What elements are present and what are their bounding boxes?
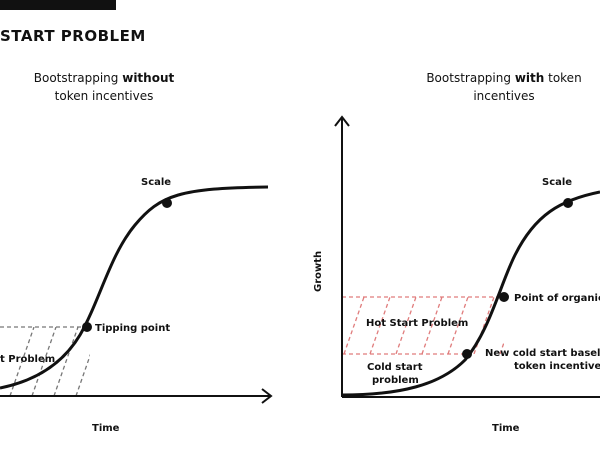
left-subtitle-bold: without [122, 71, 175, 85]
left-subtitle-post: token incentives [54, 89, 154, 103]
right-panel-subtitle: Bootstrapping with token incentives [400, 69, 600, 105]
left-tipping-point [82, 322, 92, 332]
right-baseline-point [462, 349, 472, 359]
right-cold-start-label-line2: problem [372, 375, 419, 386]
right-subtitle-post: incentives [473, 89, 535, 103]
left-x-axis-arrow [261, 388, 273, 404]
right-panel: Scale Point of organic g Hot Start Probl… [313, 115, 600, 434]
right-y-axis-label: Growth [313, 251, 324, 292]
hot-start-problem-label: Hot Start Problem [366, 318, 468, 329]
right-subtitle-pre: Bootstrapping [426, 71, 515, 85]
top-bar [0, 0, 116, 10]
right-x-axis-label: Time [492, 423, 520, 434]
right-organic-growth-point [499, 292, 509, 302]
right-subtitle-bold: with [514, 71, 545, 85]
right-scale-point [563, 198, 573, 208]
right-baseline-label-line2: token incentives [514, 361, 600, 372]
left-cold-start-label: t Problem [0, 354, 55, 365]
right-y-axis-arrow [334, 115, 350, 127]
right-subtitle-mid: token [544, 71, 582, 85]
right-baseline-label-line1: New cold start baseline [485, 348, 600, 359]
left-panel-subtitle: Bootstrapping without token incentives [0, 69, 208, 105]
right-growth-curve [341, 190, 600, 397]
left-panel: Scale Tipping point t Problem Time [0, 177, 273, 434]
page-title: START PROBLEM [0, 27, 146, 45]
right-organic-growth-label: Point of organic g [514, 293, 600, 304]
left-scale-label: Scale [141, 177, 171, 188]
right-cold-start-label-line1: Cold start [367, 362, 423, 373]
left-growth-curve [0, 185, 269, 390]
left-cold-start-hatch [9, 327, 90, 396]
left-tipping-point-label: Tipping point [95, 323, 170, 334]
left-x-axis-label: Time [92, 423, 120, 434]
left-subtitle-pre: Bootstrapping [33, 71, 123, 85]
right-scale-label: Scale [542, 177, 572, 188]
left-scale-point [162, 198, 172, 208]
